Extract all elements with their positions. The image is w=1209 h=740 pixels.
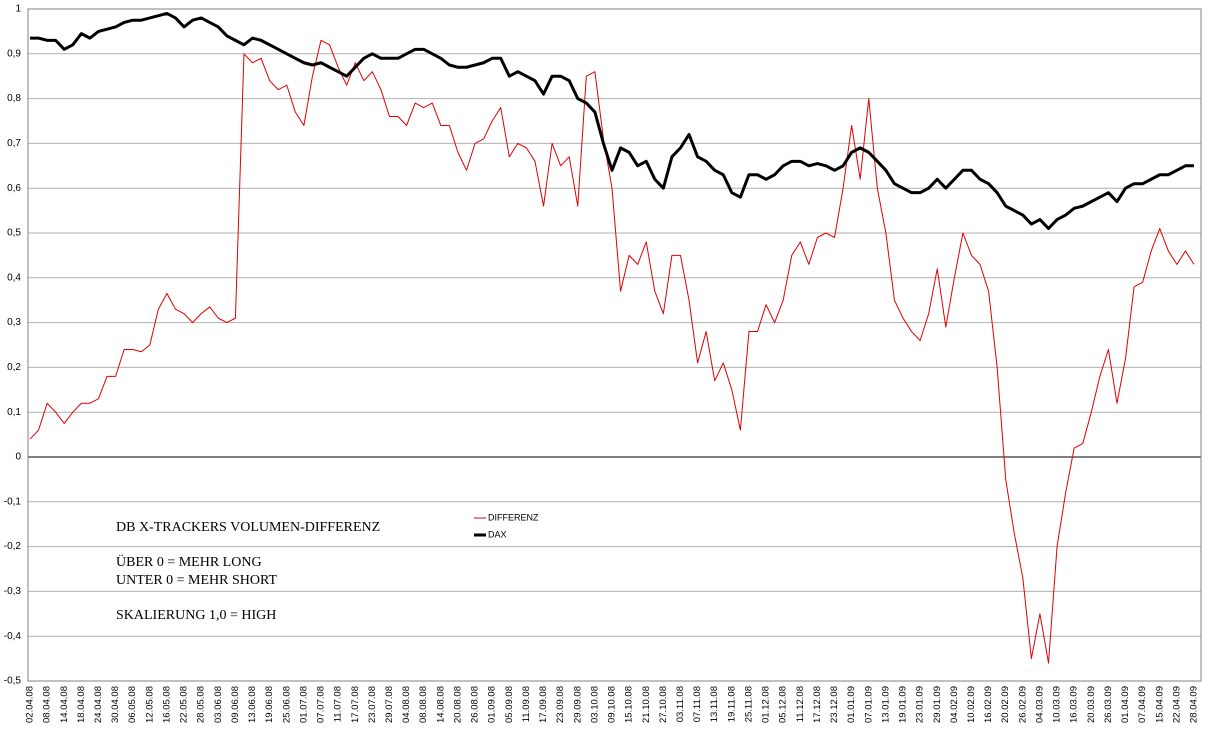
y-tick-label: -0,3	[4, 586, 22, 597]
y-tick-label: 0,6	[7, 183, 21, 194]
x-tick-label: 28.04.09	[1189, 686, 1200, 723]
x-tick-label: 23.12.08	[829, 686, 840, 723]
x-tick-label: 21.10.08	[641, 686, 652, 723]
x-tick-label: 10.03.09	[1052, 686, 1063, 723]
x-tick-label: 02.04.08	[25, 686, 36, 723]
x-tick-label: 04.02.09	[949, 686, 960, 723]
x-tick-label: 01.01.09	[846, 686, 857, 723]
x-tick-label: 25.06.08	[281, 686, 292, 723]
x-tick-label: 26.08.08	[470, 686, 481, 723]
x-tick-label: 05.09.08	[504, 686, 515, 723]
x-tick-label: 11.09.08	[521, 686, 532, 722]
x-tick-label: 07.01.09	[863, 686, 874, 723]
x-tick-label: 01.07.08	[298, 686, 309, 723]
x-tick-label: 19.01.09	[898, 686, 909, 723]
y-tick-label: 0,1	[7, 407, 21, 418]
x-tick-label: 30.04.08	[110, 686, 121, 723]
x-tick-label: 07.04.09	[1137, 686, 1148, 723]
x-tick-label: 14.04.08	[59, 686, 70, 723]
x-tick-label: 01.12.08	[761, 686, 772, 723]
x-tick-label: 07.11.08	[692, 686, 703, 722]
x-tick-label: 17.09.08	[538, 686, 549, 723]
y-tick-label: -0,4	[4, 631, 22, 642]
x-tick-label: 03.10.08	[589, 686, 600, 723]
x-tick-label: 01.04.09	[1120, 686, 1131, 723]
x-tick-label: 28.05.08	[196, 686, 207, 723]
x-tick-label: 20.08.08	[452, 686, 463, 723]
x-tick-label: 18.04.08	[76, 686, 87, 723]
x-tick-label: 17.07.08	[350, 686, 361, 723]
y-tick-label: 0,7	[7, 138, 21, 149]
y-tick-label: 0	[15, 452, 21, 463]
x-tick-label: 23.09.08	[555, 686, 566, 723]
x-tick-label: 03.06.08	[213, 686, 224, 723]
x-tick-label: 13.06.08	[247, 686, 258, 723]
x-tick-label: 19.11.08	[726, 686, 737, 722]
x-tick-label: 04.08.08	[401, 686, 412, 723]
x-tick-label: 05.12.08	[778, 686, 789, 723]
y-tick-label: 0,5	[7, 228, 21, 239]
x-tick-label: 07.07.08	[316, 686, 327, 723]
x-tick-label: 19.06.08	[264, 686, 275, 723]
x-tick-label: 29.07.08	[384, 686, 395, 723]
x-tick-label: 15.04.09	[1154, 686, 1165, 723]
x-tick-label: 22.04.09	[1171, 686, 1182, 723]
x-tick-label: 26.02.09	[1017, 686, 1028, 723]
x-tick-label: 04.03.09	[1034, 686, 1045, 723]
legend-label: DAX	[488, 529, 507, 539]
x-tick-label: 16.03.09	[1069, 686, 1080, 723]
x-tick-label: 26.03.09	[1103, 686, 1114, 723]
x-tick-label: 17.12.08	[812, 686, 823, 723]
x-tick-label: 22.05.08	[179, 686, 190, 723]
annotation: UNTER 0 = MEHR SHORT	[116, 573, 278, 588]
x-tick-label: 03.11.08	[675, 686, 686, 722]
annotation: SKALIERUNG 1,0 = HIGH	[116, 608, 276, 623]
y-tick-label: -0,1	[4, 496, 22, 507]
y-tick-label: -0,2	[4, 541, 22, 552]
x-tick-label: 14.08.08	[435, 686, 446, 723]
x-tick-label: 27.10.08	[658, 686, 669, 723]
x-tick-label: 13.11.08	[709, 686, 720, 722]
x-tick-label: 25.11.08	[743, 686, 754, 722]
x-tick-label: 29.01.09	[932, 686, 943, 723]
x-tick-label: 11.07.08	[333, 686, 344, 722]
x-tick-label: 23.01.09	[915, 686, 926, 723]
x-tick-label: 15.10.08	[624, 686, 635, 723]
x-tick-label: 20.02.09	[1000, 686, 1011, 723]
annotation: ÜBER 0 = MEHR LONG	[116, 553, 262, 570]
y-tick-label: 0,8	[7, 93, 21, 104]
x-tick-label: 16.05.08	[161, 686, 172, 723]
y-tick-label: -0,5	[4, 676, 22, 687]
plot-frame	[27, 8, 1202, 682]
x-tick-label: 29.09.08	[572, 686, 583, 723]
x-tick-label: 24.04.08	[93, 686, 104, 723]
y-tick-label: 0,3	[7, 317, 21, 328]
annotation: DB X-TRACKERS VOLUMEN-DIFFERENZ	[116, 520, 380, 535]
legend-label: DIFFERENZ	[488, 512, 539, 522]
y-tick-label: 0,4	[7, 272, 21, 283]
x-tick-label: 01.09.08	[487, 686, 498, 723]
y-tick-label: 0,2	[7, 362, 21, 373]
x-tick-label: 08.04.08	[42, 686, 53, 723]
x-tick-label: 23.07.08	[367, 686, 378, 723]
x-tick-label: 20.03.09	[1086, 686, 1097, 723]
series-line	[29, 39, 1195, 664]
y-tick-label: 0,9	[7, 48, 21, 59]
x-tick-label: 06.05.08	[127, 686, 138, 723]
x-tick-label: 13.01.09	[880, 686, 891, 723]
series-line	[30, 11, 1194, 231]
x-tick-label: 09.10.08	[607, 686, 618, 723]
x-tick-label: 08.08.08	[418, 686, 429, 723]
x-tick-label: 11.12.08	[795, 686, 806, 722]
x-tick-label: 16.02.09	[983, 686, 994, 723]
x-tick-label: 10.02.09	[966, 686, 977, 723]
x-tick-label: 12.05.08	[144, 686, 155, 723]
y-tick-label: 1	[15, 4, 21, 15]
x-tick-label: 09.06.08	[230, 686, 241, 723]
